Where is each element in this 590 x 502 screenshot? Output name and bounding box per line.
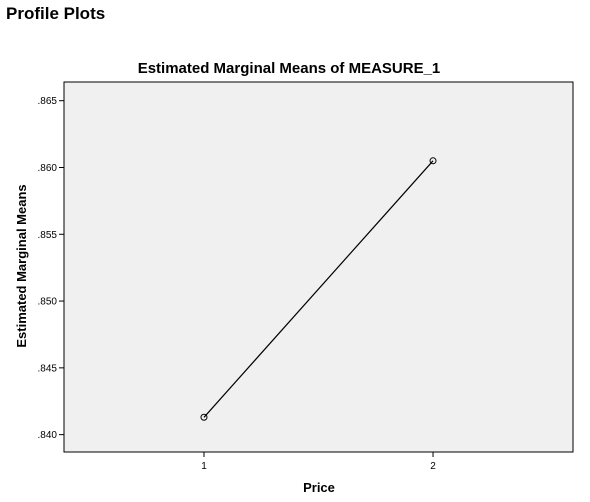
plot-area (63, 81, 574, 453)
y-tick-label: .865 (38, 96, 58, 107)
data-point-marker (429, 157, 437, 165)
y-tick-label: .855 (38, 230, 58, 241)
y-tick-label: .840 (38, 430, 58, 441)
x-axis-title: Price (303, 480, 335, 495)
y-tick-label: .850 (38, 297, 58, 308)
y-tick-label: .845 (38, 363, 58, 374)
y-tick-label: .860 (38, 163, 58, 174)
y-axis: .840 .845 .850 .855 .860 .865 (38, 96, 64, 441)
chart-title: Estimated Marginal Means of MEASURE_1 (138, 60, 441, 77)
y-axis-title: Estimated Marginal Means (14, 184, 29, 347)
series-layer (200, 157, 437, 421)
x-tick-label: 2 (430, 461, 436, 472)
data-point-marker (200, 413, 208, 421)
page-heading: Profile Plots (6, 4, 106, 23)
x-tick-label: 1 (201, 461, 207, 472)
series-line (203, 160, 434, 418)
